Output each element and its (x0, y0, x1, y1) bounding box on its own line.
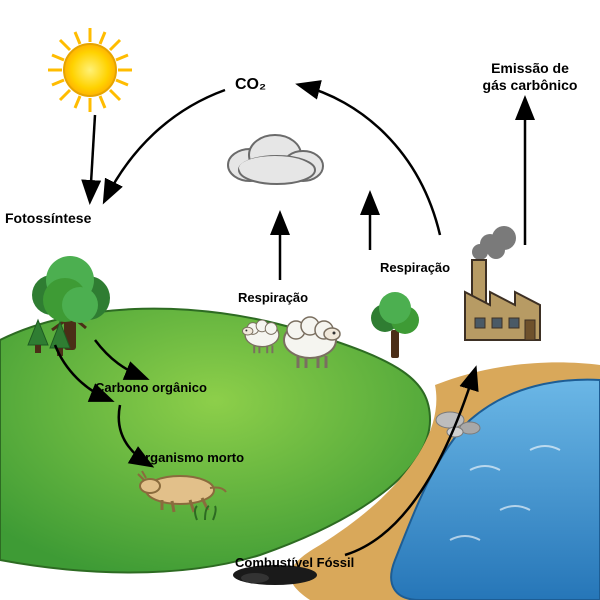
label-respiration1: Respiração (238, 290, 308, 306)
label-organic-carbon: Carbono orgânico (95, 380, 207, 396)
arrow-resp-to-co2 (300, 85, 440, 235)
arrow-fossil-to-factory (345, 370, 475, 555)
small-tree-icon (371, 292, 419, 358)
arrow-sun-to-photo (90, 115, 95, 200)
carbon-cycle-diagram: CO₂ Emissão de gás carbônico Fotossíntes… (0, 0, 600, 600)
label-emission: Emissão de gás carbônico (470, 60, 590, 94)
water (391, 380, 600, 600)
factory-icon (465, 226, 540, 340)
sun-icon (48, 28, 132, 112)
pine-trees (28, 320, 70, 356)
label-fossil-fuel: Combustível Fóssil (235, 555, 354, 571)
dead-animal-icon (138, 471, 226, 512)
sheep-small-icon (243, 320, 279, 353)
label-dead-organism: Organismo morto (135, 450, 244, 466)
label-co2: CO₂ (235, 75, 266, 94)
label-photosynthesis: Fotossíntese (5, 210, 91, 227)
rocks (436, 412, 480, 437)
arrow-tree-to-carbon (95, 340, 145, 378)
decay-icon (195, 506, 216, 520)
sheep-large-icon (284, 317, 340, 368)
label-respiration2: Respiração (380, 260, 450, 276)
arrow-co2-to-photo (105, 90, 225, 200)
label-emission-l2: gás carbônico (483, 77, 578, 93)
tree-icon (32, 256, 110, 350)
grass-hill (0, 309, 430, 573)
water-waves (450, 446, 560, 540)
label-emission-l1: Emissão de (491, 60, 569, 76)
arrows (55, 85, 525, 555)
cloud-icon (228, 135, 323, 184)
